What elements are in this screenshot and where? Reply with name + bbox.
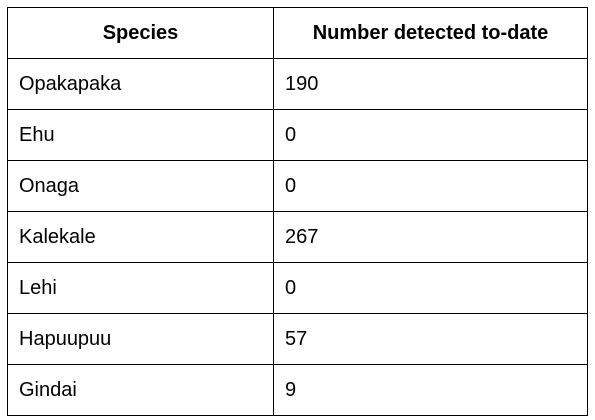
- count-cell: 190: [273, 58, 588, 110]
- table-row: Ehu 0: [7, 109, 588, 161]
- species-cell: Gindai: [7, 364, 274, 416]
- species-cell: Opakapaka: [7, 58, 274, 110]
- species-cell: Lehi: [7, 262, 274, 314]
- table-row: Kalekale 267: [7, 211, 588, 263]
- count-cell: 57: [273, 313, 588, 365]
- table-row: Onaga 0: [7, 160, 588, 212]
- table-row: Gindai 9: [7, 364, 588, 416]
- header-number-detected: Number detected to-date: [273, 7, 588, 59]
- count-cell: 0: [273, 109, 588, 161]
- count-cell: 0: [273, 160, 588, 212]
- species-cell: Ehu: [7, 109, 274, 161]
- species-cell: Kalekale: [7, 211, 274, 263]
- species-cell: Hapuupuu: [7, 313, 274, 365]
- species-detection-table-container: Species Number detected to-date Opakapak…: [7, 7, 588, 416]
- table-header-row: Species Number detected to-date: [7, 7, 588, 59]
- count-cell: 267: [273, 211, 588, 263]
- count-cell: 0: [273, 262, 588, 314]
- species-detection-table: Species Number detected to-date Opakapak…: [7, 7, 588, 416]
- count-cell: 9: [273, 364, 588, 416]
- table-row: Opakapaka 190: [7, 58, 588, 110]
- table-row: Lehi 0: [7, 262, 588, 314]
- header-species: Species: [7, 7, 274, 59]
- table-row: Hapuupuu 57: [7, 313, 588, 365]
- species-cell: Onaga: [7, 160, 274, 212]
